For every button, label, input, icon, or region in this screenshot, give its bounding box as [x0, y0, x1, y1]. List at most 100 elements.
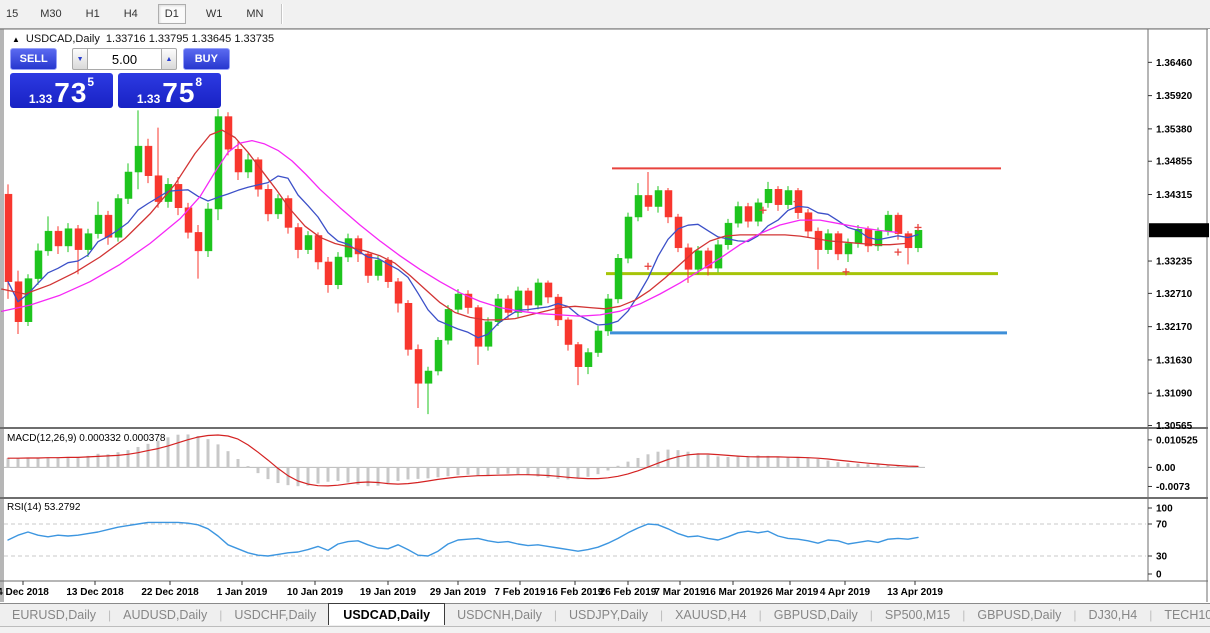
timeframe-button-H1[interactable]: H1: [85, 8, 100, 20]
macd-histogram-bar: [166, 437, 170, 468]
macd-histogram-bar: [486, 467, 490, 476]
macd-histogram-bar: [736, 456, 740, 468]
macd-histogram-bar: [666, 449, 670, 468]
date-axis-label: 26 Feb 2019: [600, 587, 657, 598]
macd-histogram-bar: [16, 458, 20, 468]
price-axis-label: 1.34855: [1156, 157, 1193, 168]
candle-body: [694, 250, 703, 270]
collapse-chart-icon[interactable]: ▲: [12, 34, 20, 44]
tab-separator: |: [659, 608, 664, 622]
sell-price-button[interactable]: 1.33 73 5: [10, 73, 113, 108]
macd-histogram-bar: [596, 467, 600, 475]
candle-body: [904, 233, 913, 249]
candle-body: [584, 352, 593, 367]
candle-body: [114, 198, 123, 238]
candle-body: [204, 208, 213, 252]
macd-histogram-bar: [516, 467, 520, 475]
chart-tab-audusd-daily[interactable]: AUDUSD,Daily: [123, 608, 208, 622]
macd-histogram-bar: [786, 457, 790, 468]
candle-body: [524, 290, 533, 306]
macd-histogram-bar: [656, 451, 660, 468]
chart-symbol-title: USDCAD,Daily: [25, 33, 100, 45]
candle-body: [374, 259, 383, 276]
macd-histogram-bar: [856, 463, 860, 468]
candle-body: [494, 298, 503, 322]
chart-tab-gbpusd-daily[interactable]: GBPUSD,Daily: [977, 608, 1062, 622]
chart-tab-xauusd-h4[interactable]: XAUUSD,H4: [675, 608, 747, 622]
timeframe-button-D1[interactable]: D1: [157, 4, 186, 24]
macd-histogram-bar: [416, 467, 420, 479]
candle-body: [364, 253, 373, 276]
volume-increase-button[interactable]: ▲: [161, 48, 177, 70]
macd-histogram-bar: [226, 451, 230, 468]
candle-body: [664, 190, 673, 218]
toolbar-separator: [281, 4, 284, 24]
candle-body: [214, 116, 223, 210]
chart-tab-usdchf-daily[interactable]: USDCHF,Daily: [234, 608, 317, 622]
chart-tab-gbpusd-daily[interactable]: GBPUSD,Daily: [773, 608, 858, 622]
volume-decrease-button[interactable]: ▼: [72, 48, 88, 70]
candle-body: [54, 230, 63, 247]
candle-body: [404, 302, 413, 350]
candle-body: [244, 159, 253, 173]
candle-body: [714, 244, 723, 269]
mid-ma-line: [1, 129, 906, 321]
candle-body: [534, 282, 543, 306]
buy-button[interactable]: BUY: [182, 48, 230, 70]
chart-tab-usdcad-daily[interactable]: USDCAD,Daily: [328, 603, 446, 625]
tab-separator: |: [1073, 608, 1077, 622]
bottom-scroll-strip[interactable]: [0, 626, 1210, 633]
candle-body: [124, 171, 133, 199]
chart-tab-dj30-h4[interactable]: DJ30,H4: [1088, 608, 1138, 622]
candle-body: [414, 349, 423, 384]
macd-histogram-bar: [566, 467, 570, 480]
macd-histogram-bar: [296, 467, 300, 487]
timeframe-button-H4[interactable]: H4: [123, 8, 138, 20]
chart-tab-usdcnh-daily[interactable]: USDCNH,Daily: [457, 608, 542, 622]
chart-ohlc-values: 1.33716 1.33795 1.33645 1.33735: [105, 33, 275, 45]
macd-histogram-bar: [336, 467, 340, 481]
date-axis-label: 7 Mar 2019: [654, 587, 706, 598]
candle-body: [434, 339, 443, 372]
candle-body: [684, 247, 693, 270]
macd-histogram-bar: [66, 457, 70, 468]
chart-tab-sp500-m15[interactable]: SP500,M15: [884, 608, 951, 622]
timeframe-button-MN[interactable]: MN: [246, 8, 264, 20]
candle-body: [814, 230, 823, 250]
macd-histogram-bar: [846, 463, 850, 468]
candle-body: [504, 298, 513, 313]
macd-histogram-bar: [216, 444, 220, 468]
candle-body: [234, 148, 243, 173]
chart-tab-usdjpy-daily[interactable]: USDJPY,Daily: [568, 608, 648, 622]
candle-body: [804, 212, 813, 232]
chart-tab-tech100-h1[interactable]: TECH100,H1: [1164, 608, 1210, 622]
volume-input[interactable]: 5.00: [87, 48, 162, 70]
macd-histogram-bar: [456, 467, 460, 476]
macd-histogram-bar: [816, 459, 820, 468]
price-axis-label: 1.33235: [1156, 257, 1193, 268]
candle-body: [514, 290, 523, 313]
timeframe-button-M30[interactable]: M30: [40, 8, 62, 20]
chart-title-bar: ▲ USDCAD,Daily 1.33716 1.33795 1.33645 1…: [12, 33, 274, 45]
candle-body: [184, 207, 193, 233]
chart-tab-eurusd-daily[interactable]: EURUSD,Daily: [12, 608, 97, 622]
price-axis-label: 1.32710: [1156, 289, 1193, 300]
macd-histogram-bar: [426, 467, 430, 479]
macd-histogram-bar: [246, 466, 250, 468]
candle-body: [274, 198, 283, 215]
tab-separator: |: [758, 608, 762, 622]
macd-histogram-bar: [326, 467, 330, 482]
timeframe-button-W1[interactable]: W1: [205, 8, 223, 20]
buy-price-button[interactable]: 1.33 75 8: [118, 73, 221, 108]
sell-button[interactable]: SELL: [10, 48, 58, 70]
macd-histogram-bar: [766, 455, 770, 468]
candle-body: [634, 195, 643, 218]
macd-histogram-bar: [406, 467, 410, 480]
date-axis-label: 4 Dec 2018: [0, 587, 49, 598]
timeframe-button-15[interactable]: 15: [6, 8, 19, 20]
candle-body: [294, 227, 303, 250]
sell-price-prefix: 1.33: [28, 92, 53, 106]
macd-histogram-bar: [346, 467, 350, 483]
